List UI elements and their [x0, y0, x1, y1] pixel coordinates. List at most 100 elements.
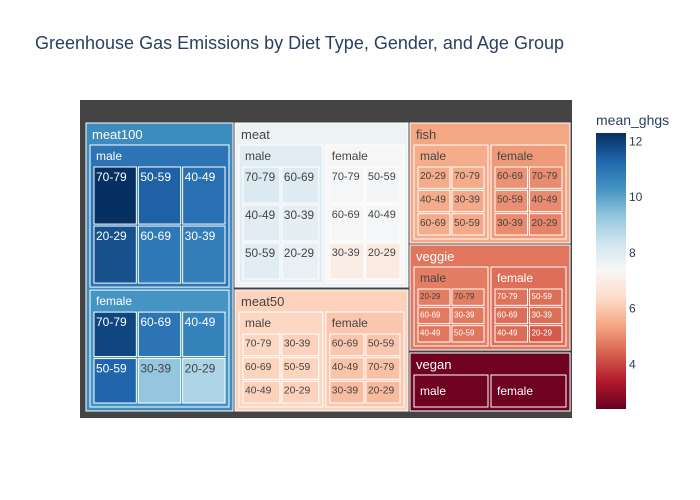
- age-tile-meat50-female-20-29[interactable]: [365, 380, 401, 404]
- age-label-meat-female-60-69: 60-69: [332, 209, 360, 221]
- age-tile-meat-male-70-79[interactable]: [242, 166, 281, 204]
- age-tile-meat100-male-30-39[interactable]: [182, 225, 226, 284]
- gender-tile-vegan-female[interactable]: [490, 374, 567, 408]
- age-label-fish-female-30-39: 30-39: [497, 218, 523, 229]
- age-tile-veggie-male-40-49[interactable]: [417, 325, 451, 343]
- age-label-meat-male-30-39: 30-39: [284, 208, 314, 222]
- age-label-meat100-female-60-69: 60-69: [140, 315, 171, 329]
- age-tile-veggie-male-20-29[interactable]: [417, 288, 451, 306]
- age-tile-meat50-male-20-29[interactable]: [281, 380, 320, 404]
- age-label-meat50-female-20-29: 20-29: [368, 386, 395, 397]
- age-tile-meat50-male-50-59[interactable]: [281, 357, 320, 380]
- age-tile-veggie-male-60-69[interactable]: [417, 306, 451, 325]
- age-tile-fish-male-60-69[interactable]: [417, 213, 451, 236]
- age-tile-meat50-male-70-79[interactable]: [242, 333, 281, 357]
- age-tile-fish-male-50-59[interactable]: [451, 213, 485, 236]
- age-label-meat-male-40-49: 40-49: [245, 208, 275, 222]
- age-label-veggie-female-40-49: 40-49: [497, 329, 518, 338]
- age-tile-meat-male-50-59[interactable]: [242, 242, 281, 280]
- age-tile-meat50-male-30-39[interactable]: [281, 333, 320, 357]
- age-label-veggie-male-70-79: 70-79: [454, 292, 475, 301]
- age-tile-meat-male-40-49[interactable]: [242, 204, 281, 242]
- age-tile-meat-male-30-39[interactable]: [281, 204, 320, 242]
- age-tile-fish-male-20-29[interactable]: [417, 166, 451, 189]
- age-tile-veggie-female-50-59[interactable]: [529, 288, 563, 306]
- age-label-meat100-male-40-49: 40-49: [185, 170, 216, 184]
- diet-label-meat100: meat100: [92, 127, 143, 142]
- age-tile-veggie-female-20-29[interactable]: [529, 325, 563, 343]
- age-label-veggie-female-30-39: 30-39: [532, 310, 553, 319]
- age-tile-meat50-female-40-49[interactable]: [329, 357, 365, 380]
- age-tile-meat-female-60-69[interactable]: [329, 204, 365, 242]
- age-tile-meat100-female-20-29[interactable]: [182, 358, 226, 404]
- chart-title: Greenhouse Gas Emissions by Diet Type, G…: [35, 33, 564, 53]
- age-label-meat100-male-60-69: 60-69: [140, 229, 171, 243]
- age-label-veggie-female-20-29: 20-29: [532, 329, 553, 338]
- age-tile-meat100-male-40-49[interactable]: [182, 166, 226, 225]
- age-tile-meat100-male-60-69[interactable]: [137, 225, 182, 284]
- age-label-meat-male-60-69: 60-69: [284, 170, 314, 184]
- age-label-fish-female-60-69: 60-69: [497, 171, 523, 182]
- age-tile-meat100-female-50-59[interactable]: [93, 358, 137, 404]
- age-tile-meat50-male-40-49[interactable]: [242, 380, 281, 404]
- gender-label-meat-female: female: [332, 149, 368, 163]
- age-tile-meat-female-70-79[interactable]: [329, 166, 365, 204]
- age-tile-meat100-male-20-29[interactable]: [93, 225, 137, 284]
- age-tile-fish-female-20-29[interactable]: [529, 213, 563, 236]
- gender-label-veggie-male: male: [420, 271, 446, 285]
- gender-tile-vegan-male[interactable]: [413, 374, 489, 408]
- age-tile-veggie-male-70-79[interactable]: [451, 288, 485, 306]
- age-tile-fish-female-30-39[interactable]: [494, 213, 528, 236]
- age-tile-meat100-female-40-49[interactable]: [182, 311, 226, 358]
- age-tile-fish-female-50-59[interactable]: [494, 189, 528, 213]
- age-tile-veggie-male-30-39[interactable]: [451, 306, 485, 325]
- age-tile-fish-female-40-49[interactable]: [529, 189, 563, 213]
- gender-label-vegan-female: female: [497, 384, 533, 398]
- age-label-meat100-male-70-79: 70-79: [96, 170, 127, 184]
- age-tile-meat50-female-70-79[interactable]: [365, 357, 401, 380]
- age-label-fish-male-60-69: 60-69: [420, 218, 446, 229]
- age-tile-meat50-male-60-69[interactable]: [242, 357, 281, 380]
- age-tile-meat-male-60-69[interactable]: [281, 166, 320, 204]
- age-tile-fish-female-60-69[interactable]: [494, 166, 528, 189]
- age-label-meat50-female-30-39: 30-39: [332, 386, 359, 397]
- age-tile-fish-male-30-39[interactable]: [451, 189, 485, 213]
- age-label-meat50-male-70-79: 70-79: [245, 338, 272, 349]
- age-label-meat100-female-70-79: 70-79: [96, 315, 127, 329]
- age-tile-meat100-female-70-79[interactable]: [93, 311, 137, 358]
- age-tile-veggie-female-60-69[interactable]: [494, 306, 528, 325]
- age-label-meat100-female-30-39: 30-39: [140, 362, 171, 376]
- age-label-veggie-male-40-49: 40-49: [420, 329, 441, 338]
- age-tile-meat100-female-30-39[interactable]: [137, 358, 182, 404]
- age-label-meat-male-70-79: 70-79: [245, 170, 275, 184]
- age-tile-meat100-female-60-69[interactable]: [137, 311, 182, 358]
- age-tile-meat50-female-60-69[interactable]: [329, 333, 365, 357]
- age-tile-meat-female-30-39[interactable]: [329, 242, 365, 280]
- age-tile-meat-male-20-29[interactable]: [281, 242, 320, 280]
- gender-label-veggie-female: female: [497, 271, 533, 285]
- age-tile-meat50-female-50-59[interactable]: [365, 333, 401, 357]
- age-tile-fish-female-70-79[interactable]: [529, 166, 563, 189]
- age-tile-veggie-female-30-39[interactable]: [529, 306, 563, 325]
- age-tile-meat-female-40-49[interactable]: [365, 204, 401, 242]
- age-label-veggie-male-30-39: 30-39: [454, 310, 475, 319]
- age-tile-meat-female-20-29[interactable]: [365, 242, 401, 280]
- age-label-meat50-female-50-59: 50-59: [368, 338, 395, 349]
- age-label-meat50-female-60-69: 60-69: [332, 338, 359, 349]
- age-tile-fish-male-40-49[interactable]: [417, 189, 451, 213]
- age-tile-veggie-female-40-49[interactable]: [494, 325, 528, 343]
- age-tile-meat100-male-70-79[interactable]: [93, 166, 137, 225]
- diet-label-meat50: meat50: [241, 294, 284, 309]
- gender-label-meat50-female: female: [332, 316, 368, 330]
- age-tile-meat50-female-30-39[interactable]: [329, 380, 365, 404]
- age-label-veggie-female-50-59: 50-59: [532, 292, 553, 301]
- age-tile-meat-female-50-59[interactable]: [365, 166, 401, 204]
- age-label-meat-male-50-59: 50-59: [245, 246, 275, 260]
- age-tile-veggie-male-50-59[interactable]: [451, 325, 485, 343]
- gender-label-fish-female: female: [497, 149, 533, 163]
- age-tile-meat100-male-50-59[interactable]: [137, 166, 182, 225]
- age-tile-veggie-female-70-79[interactable]: [494, 288, 528, 306]
- age-label-fish-female-20-29: 20-29: [532, 218, 558, 229]
- age-tile-fish-male-70-79[interactable]: [451, 166, 485, 189]
